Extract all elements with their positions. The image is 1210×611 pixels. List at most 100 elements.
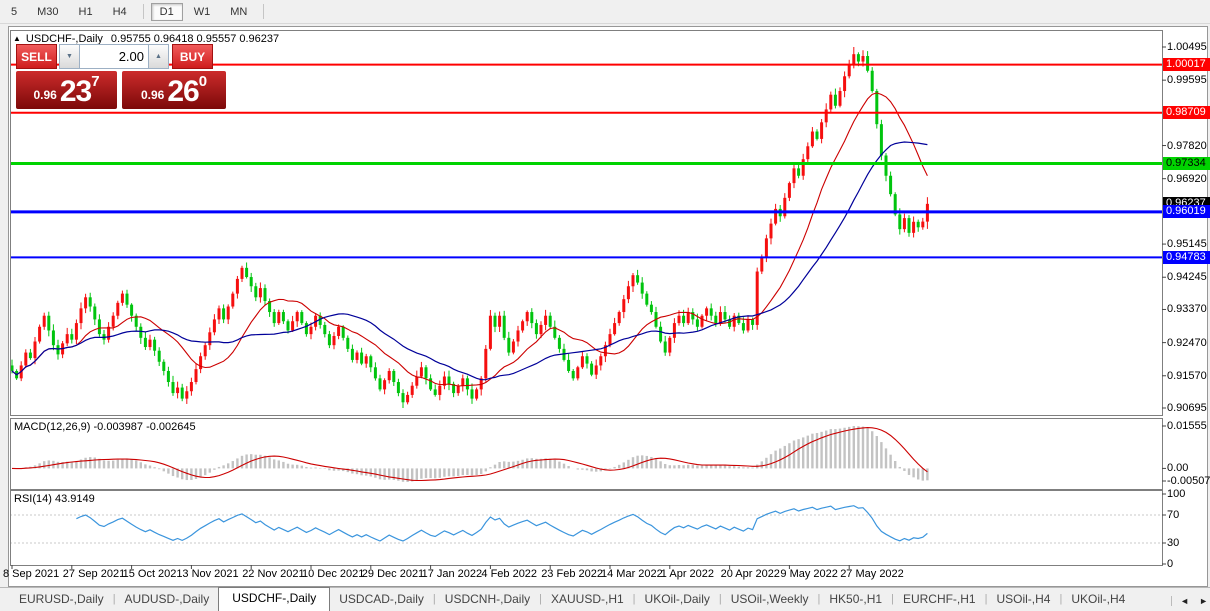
sell-price-display[interactable]: 0.96 23 7 [16,71,117,109]
macd-pane-label: MACD(12,26,9) -0.003987 -0.002645 [14,421,196,433]
chart-window [8,26,1208,587]
rsi-name: RSI(14) [14,493,52,505]
price-line-badge: 0.96019 [1163,205,1210,219]
tab-usdcad-daily[interactable]: USDCAD-,Daily [339,592,424,606]
macd-scale-label: -0.005075 [1167,475,1210,487]
price-line-badge: 0.97334 [1163,156,1210,170]
date-label: 23 Feb 2022 [541,568,603,580]
price-tick-label: 0.99595 [1167,74,1207,87]
timeframe-m30-button[interactable]: M30 [37,5,59,18]
rsi-scale-label: 0 [1167,558,1174,570]
date-label: 3 Nov 2021 [182,568,239,580]
volume-decrease-button[interactable]: ▼ [59,44,80,69]
tab-separator: | [112,593,116,605]
toolbar-separator [142,4,144,19]
chart-tab-bar: EURUSD-,Daily | AUDUSD-,Daily USDCHF-,Daily… [0,587,1210,611]
tab-eurchf-h1[interactable]: EURCHF-,H1 [902,592,976,606]
rsi-scale-label: 100 [1167,488,1186,500]
tab-scroll-left-icon[interactable]: ◄ [1180,596,1190,606]
rsi-pane-label: RSI(14) 43.9149 [14,493,95,505]
tab-eurusd-daily[interactable]: EURUSD-,Daily [19,592,104,606]
one-click-trade-panel: SELL ▼ 2.00 ▲ BUY 0.96 23 7 0.96 26 0 [16,44,226,109]
date-label: 10 Dec 2021 [302,568,365,580]
date-label: 4 Feb 2022 [481,568,538,580]
volume-increase-button[interactable]: ▲ [148,44,169,69]
buy-button[interactable]: BUY [172,44,213,69]
buy-price-display[interactable]: 0.96 26 0 [122,71,226,109]
tab-usdchf-daily[interactable]: USDCHF-,Daily [218,587,331,611]
date-label: 27 Sep 2021 [62,568,126,580]
tab-hk50-h1[interactable]: HK50-,H1 [829,592,883,606]
date-label: 15 Oct 2021 [122,568,183,580]
tab-separator: | [539,593,542,605]
price-tick-label: 0.92470 [1167,336,1207,349]
price-tick-label: 0.90695 [1167,402,1207,414]
tab-separator: | [984,593,988,605]
panel-collapse-icon[interactable]: ▲ [13,34,21,43]
chart-symbol-header: ▲ USDCHF-,Daily 0.95755 0.96418 0.95557 0.… [13,33,279,45]
timeframe-d1-button[interactable]: D1 [150,2,183,21]
macd-scale-label: 0.01555 [1167,420,1207,432]
date-label: 29 Dec 2021 [361,568,425,580]
tab-xauusd-h1[interactable]: XAUUSD-,H1 [550,592,624,606]
price-tick-label: 0.95145 [1167,238,1207,251]
buy-price-major: 0.96 [140,88,165,102]
date-label: 17 Jan 2022 [421,568,483,580]
date-label: 14 Mar 2022 [601,568,663,580]
tab-separator: | [632,593,636,605]
price-tick-label: 1.00495 [1167,41,1207,53]
price-tick-label: 0.91570 [1167,369,1207,382]
sell-price-major: 0.96 [33,88,57,102]
tab-separator: | [891,593,894,605]
price-tick-label: 0.94245 [1167,271,1207,284]
macd-scale-label: 0.00 [1167,462,1189,475]
tab-separator: | [718,593,722,605]
macd-name: MACD(12,26,9) [14,421,91,433]
buy-price-pips: 26 [167,75,199,108]
price-line-badge: 0.94783 [1163,250,1210,264]
timeframe-h1-button[interactable]: H1 [78,5,93,18]
chart-tabs: EURUSD-,Daily | AUDUSD-,Daily USDCHF-,Daily… [10,587,1134,611]
tab-ukoil-daily[interactable]: UKOil-,Daily [644,592,710,606]
tab-scroll-right-icon[interactable]: ► [1199,596,1208,606]
volume-input[interactable]: 2.00 [80,44,148,69]
tab-usdcnh-daily[interactable]: USDCNH-,Daily [444,592,531,606]
sell-button[interactable]: SELL [16,44,57,69]
rsi-scale-label: 30 [1167,537,1180,549]
macd-values: -0.003987 -0.002645 [93,421,196,433]
rsi-value: 43.9149 [54,493,95,505]
tab-separator: | [432,593,436,605]
date-label: 22 Nov 2021 [242,568,305,580]
date-label: 1 Apr 2022 [660,568,715,580]
price-tick-label: 0.97820 [1167,139,1207,152]
timeframe-m15-button[interactable]: 5 [11,5,18,18]
buy-price-point: 0 [198,73,208,90]
tab-usoil-h4[interactable]: USOil-,H4 [996,592,1051,606]
timeframe-w1-button[interactable]: W1 [193,5,211,18]
tab-separator: | [1059,593,1063,605]
symbol-ohlc-values: 0.95755 0.96418 0.95557 0.96237 [110,33,280,45]
tab-separator: | [817,593,821,605]
toolbar-separator [263,4,265,19]
date-label: 9 May 2022 [780,568,838,580]
tab-ukoil-h4[interactable]: UKOil-,H4 [1071,592,1126,606]
timeframe-h4-button[interactable]: H4 [112,5,127,18]
sell-price-pips: 23 [59,75,92,108]
tab-usoil-weekly[interactable]: USOil-,Weekly [730,592,809,606]
price-tick-label: 0.93370 [1167,303,1207,316]
symbol-title: USDCHF-,Daily [25,33,103,45]
date-label: 8 Sep 2021 [3,568,60,580]
sell-price-point: 7 [91,73,100,90]
rsi-scale-label: 70 [1167,509,1180,521]
price-line-badge: 0.98709 [1163,106,1210,120]
timeframe-toolbar: 5 M30 H1 H4 D1 W1 MN [0,0,1210,24]
date-label: 27 May 2022 [840,568,904,580]
tab-audusd-daily[interactable]: AUDUSD-,Daily [124,592,210,606]
price-tick-label: 0.96920 [1167,172,1207,185]
timeframe-mn-button[interactable]: MN [230,5,248,18]
price-line-badge: 1.00017 [1163,58,1210,72]
tab-scroll-controls: ◄ ► [1171,596,1208,606]
date-label: 20 Apr 2022 [720,568,780,580]
